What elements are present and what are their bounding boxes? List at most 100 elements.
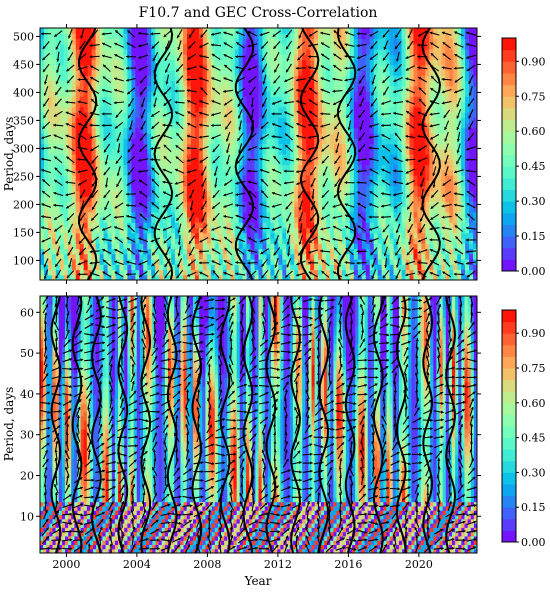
heatmap-cell [43,138,49,145]
heatmap-cell [441,54,446,61]
heatmap-cell [322,238,327,244]
heatmap-cell [47,33,53,40]
heatmap-cell [40,101,45,108]
heatmap-cell [250,185,256,192]
heatmap-cell [139,243,144,250]
heatmap-cell [254,175,260,181]
heatmap-cell [345,154,351,160]
heatmap-cell [425,164,430,171]
heatmap-cell [155,38,160,45]
heatmap-cell [262,117,268,124]
heatmap-cell [226,101,232,108]
heatmap-cell [318,101,323,108]
heatmap-cell [274,159,279,166]
heatmap-cell [425,201,430,208]
heatmap-cell [186,143,192,150]
heatmap-cell [123,59,128,66]
heatmap-cell [194,190,200,197]
heatmap-cell [381,127,387,134]
heatmap-cell [143,59,148,66]
heatmap-cell [421,238,426,244]
heatmap-cell [441,154,446,160]
heatmap-cell [67,196,73,202]
heatmap-cell [147,133,152,139]
heatmap-cell [139,106,144,113]
heatmap-cell [226,222,232,229]
heatmap-cell [250,259,256,265]
heatmap-cell [123,43,128,50]
heatmap-cell [107,201,113,208]
heatmap-cell [417,127,422,134]
heatmap-cell [135,264,140,271]
heatmap-cell [246,122,252,129]
heatmap-cell [218,264,224,271]
heatmap-cell [349,269,355,276]
heatmap-cell [250,164,256,171]
heatmap-cell [310,43,315,50]
heatmap-cell [175,227,180,234]
heatmap-cell [437,253,442,260]
heatmap-cell [43,253,49,260]
heatmap-cell [175,190,180,197]
heatmap-cell [55,33,61,40]
heatmap-cell [290,49,295,55]
heatmap-cell [127,122,132,129]
heatmap-cell [99,106,105,113]
heatmap-cell [302,143,307,150]
heatmap-cell [119,122,125,129]
heatmap-cell [83,269,89,276]
heatmap-cell [214,33,220,40]
heatmap-cell [230,28,236,34]
heatmap-cell [186,49,192,55]
heatmap-cell [91,164,97,171]
heatmap-cell [83,148,89,155]
heatmap-cell [119,185,125,192]
heatmap-cell [226,127,232,134]
heatmap-cell [119,106,125,113]
heatmap-cell [47,222,53,229]
heatmap-cell [250,70,256,76]
heatmap-cell [59,159,65,166]
heatmap-cell [123,264,128,271]
heatmap-cell [83,154,89,160]
heatmap-cell [397,49,403,55]
heatmap-cell [302,154,307,160]
heatmap-cell [337,28,343,34]
heatmap-cell [357,243,363,250]
heatmap-cell [159,106,164,113]
heatmap-cell [127,112,132,118]
heatmap-cell [75,101,81,108]
heatmap-cell [353,96,359,103]
heatmap-cell [421,169,426,176]
heatmap-cell [365,164,371,171]
heatmap-cell [119,148,125,155]
heatmap-cell [179,206,184,213]
heatmap-cell [254,169,260,176]
heatmap-cell [365,169,371,176]
heatmap-cell [365,64,371,71]
heatmap-cell [389,38,395,45]
heatmap-cell [365,59,371,66]
heatmap-cell [95,54,101,61]
heatmap-cell [226,38,232,45]
heatmap-cell [286,259,291,265]
heatmap-cell [326,49,331,55]
heatmap-cell [246,164,252,171]
heatmap-cell [123,54,128,61]
heatmap-cell [63,117,69,124]
heatmap-cell [409,206,415,213]
heatmap-cell [377,143,383,150]
heatmap-cell [63,96,69,103]
heatmap-cell [425,248,430,255]
heatmap-cell [441,211,446,218]
heatmap-cell [453,274,458,280]
heatmap-cell [397,217,403,223]
heatmap-cell [278,91,283,97]
heatmap-cell [222,70,228,76]
heatmap-cell [302,274,307,280]
heatmap-cell [298,143,303,150]
heatmap-cell [310,253,315,260]
heatmap-cell [445,101,450,108]
heatmap-cell [242,133,248,139]
heatmap-cell [222,143,228,150]
